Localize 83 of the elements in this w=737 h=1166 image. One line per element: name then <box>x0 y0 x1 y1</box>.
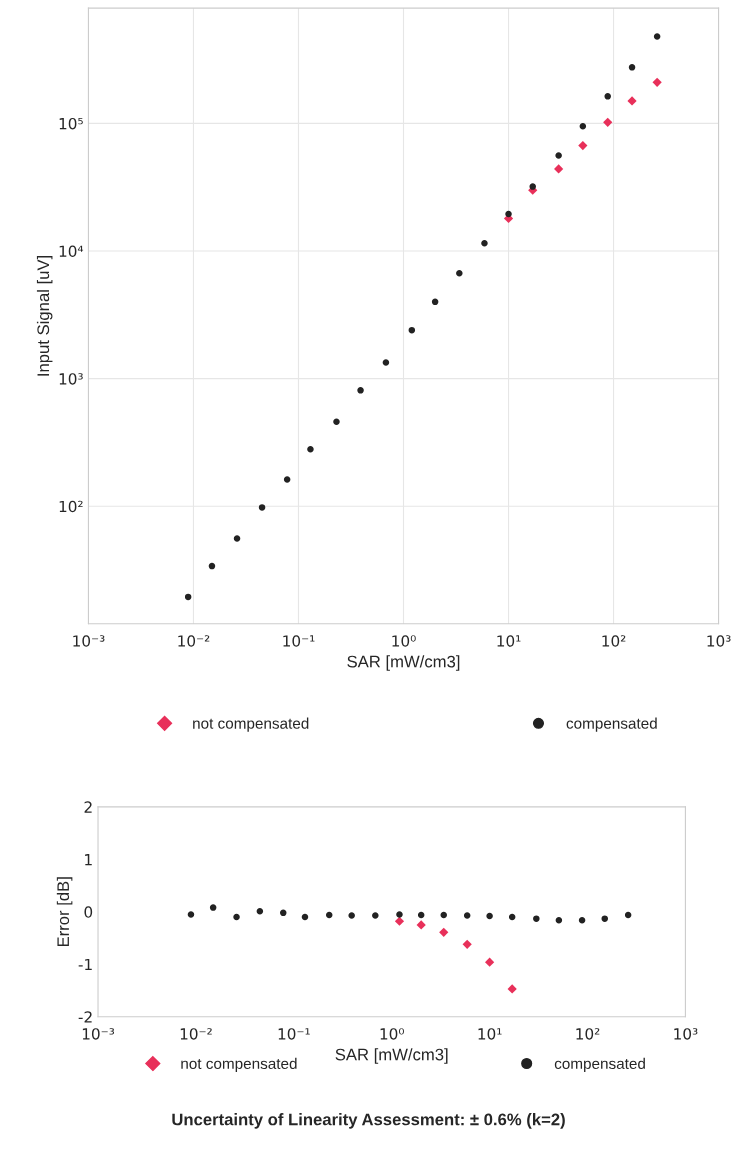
point <box>456 269 463 277</box>
point <box>258 504 266 511</box>
point <box>283 476 291 483</box>
x-tick-label: 10⁰ <box>380 1028 404 1040</box>
x-tick-label: 10³ <box>674 1028 698 1040</box>
y-tick-label: 10³ <box>59 373 83 385</box>
point <box>486 912 493 920</box>
point <box>372 912 379 919</box>
x-tick-label: 10¹ <box>478 1028 502 1040</box>
y-tick-label: 10⁵ <box>59 117 83 130</box>
point <box>333 418 340 425</box>
legend-label: not compensated <box>181 1057 297 1073</box>
point <box>601 915 609 922</box>
y-tick-label: 2 <box>84 801 92 813</box>
point <box>653 33 661 40</box>
point <box>555 916 563 924</box>
point <box>507 984 517 994</box>
y-tick-label: -1 <box>78 958 92 971</box>
point <box>533 915 540 922</box>
point <box>184 593 192 601</box>
point <box>209 904 217 911</box>
point <box>187 911 195 918</box>
point <box>307 445 314 453</box>
point <box>301 913 309 921</box>
point <box>233 913 240 921</box>
point <box>439 927 449 937</box>
point <box>394 916 405 926</box>
legend-label: compensated <box>554 1057 645 1073</box>
point <box>431 298 439 306</box>
point <box>508 913 516 921</box>
x-axis-title: SAR [mW/cm3] <box>347 655 460 671</box>
x-tick-label: 10⁻¹ <box>283 635 315 647</box>
y-axis-title: Input Signal [uV] <box>36 256 53 376</box>
y-tick-label: -2 <box>78 1011 92 1023</box>
point <box>396 911 403 918</box>
x-tick-label: 10⁻³ <box>73 635 105 647</box>
point <box>463 912 471 919</box>
point <box>604 93 611 100</box>
point <box>462 939 472 949</box>
x-tick-label: 10² <box>602 635 626 647</box>
text: Uncertainty of Linearity Assessment: ± 0.6% (k=2) <box>172 1113 565 1129</box>
legend-label: not compensated <box>193 717 309 732</box>
point <box>481 240 488 247</box>
point <box>627 96 637 106</box>
x-tick-label: 10⁻¹ <box>278 1028 310 1040</box>
point <box>208 562 216 570</box>
point <box>554 164 564 174</box>
y-tick-label: 10⁴ <box>59 245 84 258</box>
y-tick-label: 0 <box>84 906 93 918</box>
y-tick-label: 10² <box>59 500 83 513</box>
point <box>628 64 636 71</box>
legend-label: compensated <box>566 717 657 732</box>
point <box>325 911 333 919</box>
point <box>280 909 287 917</box>
x-tick-label: 10² <box>576 1028 600 1040</box>
point <box>382 359 390 366</box>
point <box>578 141 588 151</box>
point <box>256 908 264 915</box>
y-axis-title: Error [dB] <box>56 877 73 947</box>
point <box>440 911 447 919</box>
point <box>505 210 512 218</box>
point <box>529 183 536 190</box>
x-tick-label: 10¹ <box>497 635 521 647</box>
point <box>555 152 562 159</box>
point <box>233 535 241 542</box>
point <box>579 123 587 130</box>
point <box>485 957 495 967</box>
y-tick-label: 1 <box>85 854 92 866</box>
x-axis-title: SAR [mW/cm3] <box>335 1048 448 1064</box>
x-tick-label: 10⁻² <box>180 1028 212 1040</box>
point <box>348 912 355 919</box>
point <box>624 911 632 919</box>
point <box>408 326 416 334</box>
point <box>652 77 662 87</box>
x-tick-label: 10⁻³ <box>82 1028 115 1040</box>
point <box>578 916 586 924</box>
x-tick-label: 10³ <box>707 635 731 647</box>
point <box>416 920 426 930</box>
x-tick-label: 10⁰ <box>392 635 416 647</box>
point <box>417 911 425 919</box>
point <box>357 387 364 394</box>
x-tick-label: 10⁻² <box>178 635 210 647</box>
point <box>603 117 613 127</box>
